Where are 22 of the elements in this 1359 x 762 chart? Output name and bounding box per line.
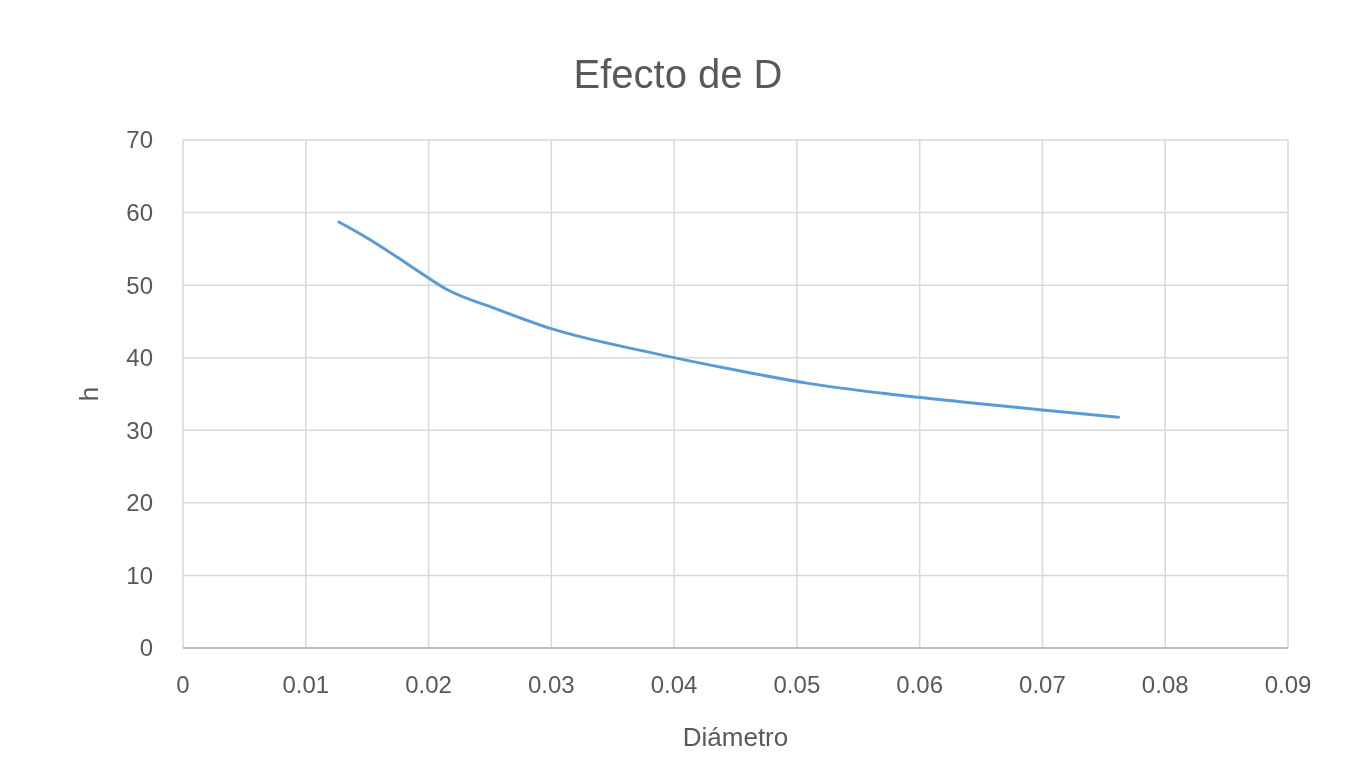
- x-tick-label: 0.04: [650, 671, 698, 698]
- y-axis-title: h: [74, 386, 104, 402]
- x-tick-label: 0.02: [405, 671, 452, 698]
- x-tick-label: 0.03: [527, 671, 575, 698]
- x-axis-title: Diámetro: [682, 722, 789, 752]
- y-tick-label: 20: [126, 489, 153, 517]
- y-tick-label: 10: [126, 561, 153, 589]
- x-tick-label: 0.07: [1019, 671, 1066, 698]
- chart-title: Efecto de D: [573, 52, 783, 96]
- y-tick-label: 0: [139, 634, 153, 662]
- line-series: [337, 220, 1121, 419]
- x-tick-label: 0.06: [896, 671, 944, 698]
- x-tick-label: 0.08: [1141, 671, 1189, 698]
- x-tick-label: 0.05: [773, 671, 821, 698]
- x-tick-label: 0: [176, 671, 190, 698]
- x-tick-label: 0.01: [282, 671, 330, 698]
- y-tick-label: 40: [126, 344, 153, 372]
- y-tick-label: 30: [126, 416, 153, 444]
- y-tick-label: 50: [126, 271, 153, 299]
- x-tick-label: 0.09: [1264, 671, 1312, 698]
- y-tick-label: 70: [126, 126, 153, 154]
- y-tick-label: 60: [126, 198, 153, 226]
